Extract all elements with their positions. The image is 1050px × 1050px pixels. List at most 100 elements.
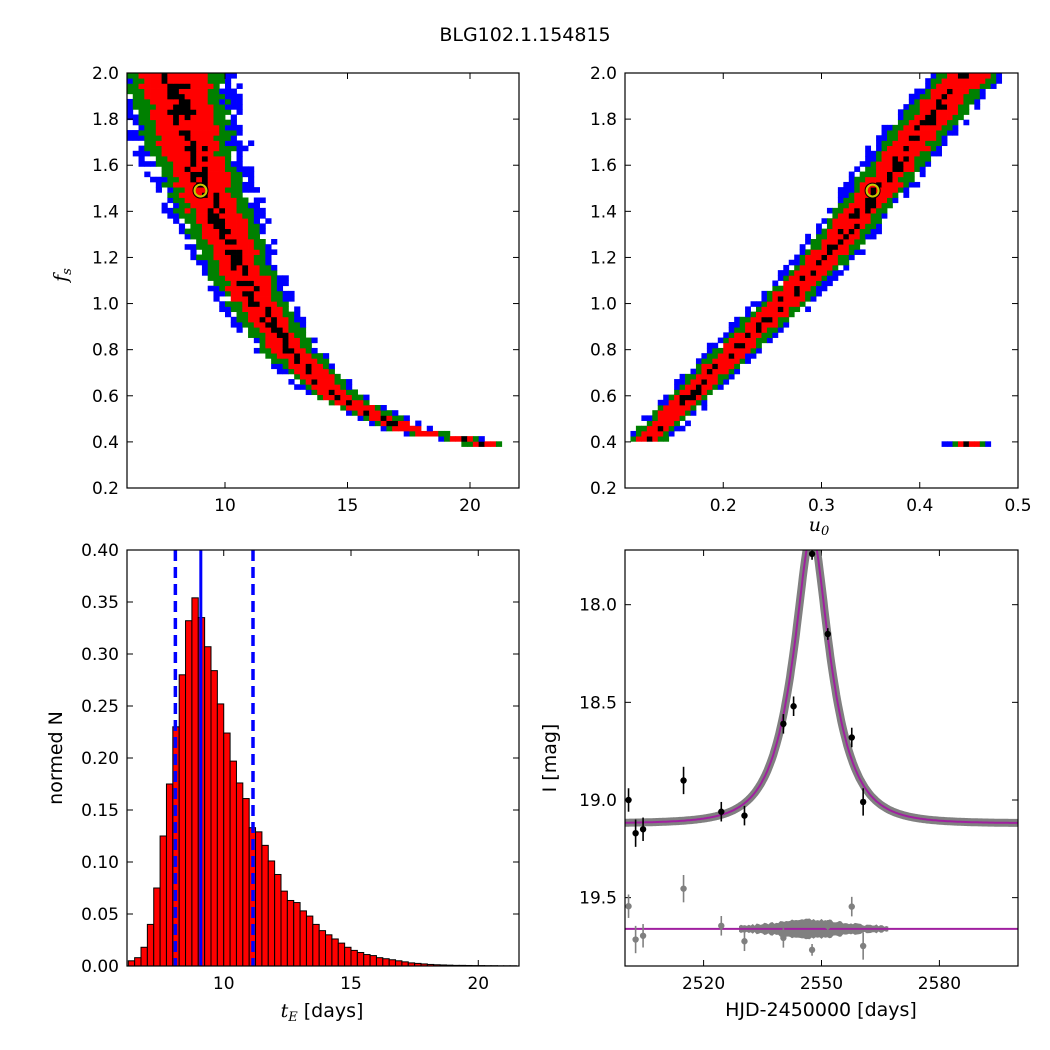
heatmap-cell-green <box>323 358 330 364</box>
heatmap-cell-red <box>201 202 209 209</box>
heatmap-cell-red <box>403 425 410 432</box>
heatmap-cell-green <box>253 327 260 333</box>
heatmap-cell-red <box>236 296 243 302</box>
heatmap-cell-black <box>190 171 197 178</box>
heatmap-cell-blue <box>881 213 888 219</box>
heatmap-cell-blue <box>201 264 209 271</box>
heatmap-cell-green <box>363 415 370 421</box>
heatmap-cell-black <box>230 259 237 266</box>
heatmap-cell-red <box>690 384 697 390</box>
heatmap-cell-red <box>947 78 953 84</box>
heatmap-cell-red <box>897 150 904 157</box>
heatmap-cell-red <box>173 171 180 178</box>
heatmap-cell-blue <box>248 181 255 188</box>
heatmap-cell-red <box>236 233 243 240</box>
heatmap-cell-red <box>242 244 249 250</box>
heatmap-cell-red <box>190 93 197 100</box>
heatmap-cell-black <box>184 83 191 89</box>
heatmap-cell-red <box>652 430 659 437</box>
heatmap-cell-green <box>663 430 670 437</box>
heatmap-cell-red <box>859 218 866 224</box>
heatmap-cell-blue <box>690 410 697 416</box>
heatmap-cell-blue <box>236 83 243 89</box>
heatmap-cell-red <box>870 176 877 183</box>
heatmap-cell-green <box>495 441 503 447</box>
heatmap-cell-red <box>772 301 779 307</box>
heatmap-cell-blue <box>144 161 151 167</box>
heatmap-cell-blue <box>150 176 157 183</box>
heatmap-cell-green <box>184 218 191 224</box>
heatmap-cell-red <box>265 342 272 349</box>
heatmap-cell-black <box>173 83 180 89</box>
heatmap-cell-red <box>201 93 209 100</box>
heatmap-cell-red <box>242 301 249 307</box>
heatmap-cell-red <box>253 270 260 276</box>
heatmap-cell-blue <box>766 337 773 344</box>
heatmap-cell-red <box>745 342 751 349</box>
heatmap-cell-red <box>908 145 915 152</box>
heatmap-cell-green <box>207 73 214 79</box>
y-tick-label: 0.2 <box>590 479 617 499</box>
heatmap-cell-red <box>150 109 157 115</box>
heatmap-cell-green <box>225 301 232 307</box>
heatmap-cell-blue <box>253 197 260 204</box>
heatmap-cell-green <box>167 171 174 178</box>
heatmap-cell-red <box>646 430 653 437</box>
heatmap-cell-red <box>265 275 272 281</box>
heatmap-cell-green <box>865 171 872 178</box>
heatmap-cell-red <box>908 150 915 157</box>
heatmap-cell-red <box>887 192 893 198</box>
heatmap-cell-red <box>374 415 382 421</box>
heatmap-cell-green <box>150 104 157 110</box>
heatmap-cell-red <box>903 166 910 172</box>
heatmap-cell-blue <box>761 296 768 302</box>
heatmap-cell-green <box>346 389 353 396</box>
heatmap-cell-red <box>259 280 266 287</box>
residual-point <box>718 922 725 929</box>
histogram-bar <box>159 835 167 967</box>
heatmap-cell-blue <box>870 150 877 157</box>
heatmap-cell-red <box>207 161 214 167</box>
heatmap-cell-red <box>236 218 243 224</box>
heatmap-cell-green <box>155 145 162 152</box>
heatmap-cell-green <box>207 249 214 255</box>
heatmap-cell-green <box>138 98 145 105</box>
heatmap-cell-green <box>646 420 653 427</box>
heatmap-cell-blue <box>679 425 686 432</box>
heatmap-cell-red <box>282 327 289 333</box>
heatmap-cell-red <box>213 239 220 245</box>
heatmap-cell-red <box>657 415 664 421</box>
heatmap-cell-black <box>930 109 937 115</box>
heatmap-cell-red <box>821 244 828 250</box>
heatmap-cell-green <box>248 218 255 224</box>
heatmap-cell-red <box>230 207 237 214</box>
heatmap-cell-green <box>265 264 272 271</box>
heatmap-cell-red <box>695 379 702 385</box>
heatmap-cell-red <box>826 254 833 261</box>
heatmap-cell-black <box>848 228 855 235</box>
heatmap-cell-red <box>810 259 817 266</box>
heatmap-cell-red <box>723 358 730 364</box>
heatmap-cell-blue <box>173 218 180 224</box>
x-tick-label: 0.3 <box>808 496 835 516</box>
heatmap-cell-green <box>777 322 784 328</box>
heatmap-cell-red <box>772 311 779 318</box>
histogram-bar <box>229 760 237 967</box>
heatmap-cell-blue <box>225 83 232 89</box>
heatmap-cell-black <box>294 358 301 364</box>
heatmap-cell-green <box>444 436 451 442</box>
heatmap-cell-blue <box>294 384 301 390</box>
heatmap-cell-blue <box>679 379 686 385</box>
data-point <box>718 808 725 815</box>
heatmap-cell-black <box>213 213 220 219</box>
heatmap-cell-green <box>242 213 249 219</box>
y-tick-label: 18.0 <box>579 596 617 616</box>
heatmap-cell-red <box>810 275 817 281</box>
heatmap-cell-green <box>144 135 151 141</box>
heatmap-cell-red <box>155 73 162 79</box>
heatmap-cell-red <box>421 430 428 437</box>
heatmap-cell-black <box>941 93 948 100</box>
heatmap-cell-red <box>242 233 249 240</box>
heatmap-cell-red <box>761 327 768 333</box>
heatmap-cell-blue <box>392 410 399 416</box>
